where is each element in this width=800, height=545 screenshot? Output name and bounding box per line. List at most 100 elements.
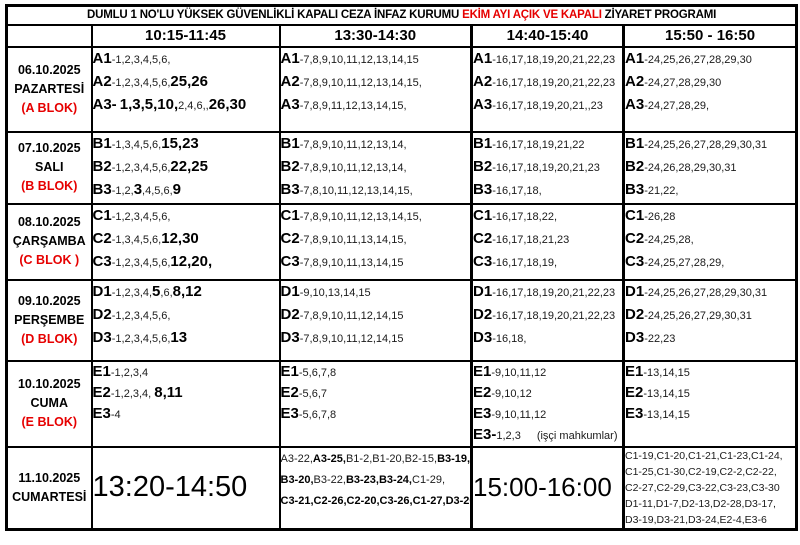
visit-days: -7,8,10,11,12,13,14,15, [299, 184, 413, 197]
visit-days: -16,17,18,19,21,22 [492, 138, 585, 151]
ward-prefix: B2 [625, 157, 645, 175]
block-label: (D BLOK) [21, 331, 78, 346]
ward-prefix: E2 [625, 383, 644, 401]
visit-days: -16,17,18,19,20,21,23 [492, 161, 600, 174]
schedule-cell: C1-26,28 C2-24,25,28, C3-24,25,27,28,29, [621, 202, 798, 281]
visit-days: -1,2,3,4,5,6, [111, 332, 171, 345]
schedule-cell: D1-24,25,26,27,28,29,30,31 D2-24,25,26,27… [621, 278, 798, 362]
visit-schedule-table: DUMLU 1 NO'LU YÜKSEK GÜVENLİKLİ KAPALI C… [5, 4, 799, 531]
schedule-line: E2-5,6,7 [282, 383, 470, 404]
block-label: (A BLOK) [21, 100, 78, 115]
ward-prefix: A3 [280, 95, 300, 113]
time-header-row: 10:15-11:45 13:30-14:30 14:40-15:40 15:5… [5, 23, 798, 48]
schedule-line: D1-11,D1-7,D2-13,D2-28,D3-17, [625, 497, 776, 510]
ward-prefix: E3 [625, 404, 644, 422]
schedule-line: D1-1,2,3,4,5,6,8,12 [92, 282, 278, 304]
schedule-line: C2-7,8,9,10,11,13,14,15, [282, 228, 470, 251]
schedule-cell: E1-5,6,7,8 E2-5,6,7 E3-5,6,7,8 [278, 359, 473, 448]
visit-days: -7,8,9,10,11,12,14,15 [299, 332, 404, 345]
ward-prefix: D3 [625, 328, 645, 346]
ward-prefix: E1 [473, 362, 492, 380]
schedule-line: D3-7,8,9,10,11,12,14,15 [280, 327, 470, 350]
visit-days-bold: 12,20, [170, 252, 213, 270]
ward-visit-ref: A3-22, [280, 452, 313, 465]
visit-days: -24,25,26,27,28,29,30 [644, 53, 752, 66]
schedule-cell: B1-1,3,4,5,6,15,23 B2-1,2,3,4,5,6,22,25 B3… [90, 130, 281, 205]
schedule-line: E3-9,10,11,12 [475, 404, 622, 425]
visit-days-bold: 25,26 [170, 72, 208, 90]
ward-prefix: A3 [473, 95, 493, 113]
visit-days-bold: 13 [170, 328, 188, 346]
ward-prefix: E1 [280, 362, 299, 380]
schedule-line: C2-1,3,4,5,6,12,30 [94, 228, 278, 251]
schedule-line: D3-19,D3-21,D3-24,E2-4,E3-6 [625, 513, 767, 526]
schedule-line: B3-20,B3-22,B3-23,B3-24,C1-29, [280, 469, 470, 490]
ward-prefix: A2 [92, 72, 112, 90]
day-text: ÇARŞAMBA [12, 234, 86, 248]
ward-prefix: E2 [92, 383, 111, 401]
visit-days: -24,27,28,29, [644, 99, 710, 112]
visit-days: -9,10,11,12 [491, 408, 547, 421]
visit-days: -26,28 [644, 210, 676, 223]
schedule-line: A2-1,2,3,4,5,6,25,26 [92, 71, 278, 94]
visit-days: -7,8,9,10,11,12,13,14,15, [299, 76, 422, 89]
title-text-suffix: ZİYARET PROGRAMI [601, 9, 717, 22]
schedule-line: B2-16,17,18,19,20,21,23 [475, 156, 622, 179]
ward-prefix: A1 [92, 49, 112, 67]
schedule-line: C3-21,C2-26,C2-20,C3-26,C1-27,D3-20 [280, 490, 472, 511]
schedule-line: A1-16,17,18,19,20,21,22,23 [473, 49, 622, 71]
page-title: DUMLU 1 NO'LU YÜKSEK GÜVENLİKLİ KAPALI C… [5, 4, 798, 26]
ward-visit-ref-bold: B3-23,B3-24, [345, 473, 412, 486]
schedule-line: B3-7,8,10,11,12,13,14,15, [282, 179, 470, 202]
schedule-line: C1-26,28 [627, 206, 795, 228]
ward-prefix: D1 [473, 282, 493, 300]
visit-days: -5,6,7,8 [298, 408, 337, 421]
schedule-line: D1-9,10,13,14,15 [282, 282, 470, 304]
visit-days: -9,10,11,12 [491, 366, 547, 379]
schedule-line: D3-16,18, [475, 327, 622, 350]
schedule-line: A3-22,A3-25,B1-2,B1-20,B2-15,B3-19, [280, 449, 470, 469]
schedule-line: C2-27,C2-29,C3-22,C3-23,C3-30 [625, 481, 780, 494]
saturday-list-2: C1-19,C1-20,C1-21,C1-23,C1-24, C1-25,C1-3… [621, 445, 798, 531]
schedule-line: A1-1,2,3,4,5,6, [92, 49, 278, 71]
visit-days: -22,23 [644, 332, 676, 345]
date-cell: 11.10.2025 CUMARTESİ [5, 445, 93, 531]
schedule-line: B1-16,17,18,19,21,22 [475, 134, 622, 156]
schedule-row: 08.10.2025 ÇARŞAMBA (C BLOK ) C1-1,2,3,4,5,… [5, 202, 798, 281]
ward-visit-ref-bold: C3-21,C2-26,C2-20,C3-26,C1-27,D3-20 [280, 494, 472, 507]
schedule-line: D3-22,23 [625, 327, 795, 350]
visit-days: -1,2,3,4,5,6, [111, 210, 171, 223]
time-column-header-1: 10:15-11:45 [90, 23, 281, 48]
schedule-line: C3-1,2,3,4,5,6,12,20, [92, 251, 278, 274]
ward-prefix: C3 [92, 252, 112, 270]
ward-prefix: B1 [625, 134, 645, 152]
visit-days: -13,14,15 [643, 366, 690, 379]
ward-prefix: D1 [92, 282, 112, 300]
visit-days: -4 [110, 408, 121, 421]
schedule-line: D2-1,2,3,4,5,6, [94, 304, 278, 327]
saturday-row: 11.10.2025 CUMARTESİ 13:20-14:50 A3-22,A3-2… [5, 445, 798, 531]
ward-prefix: A2 [625, 72, 645, 90]
ward-prefix: A1 [473, 49, 493, 67]
ward-prefix: D3 [280, 328, 300, 346]
schedule-row: 06.10.2025 PAZARTESİ (A BLOK) A1-1,2,3,4,5,… [5, 45, 798, 133]
visit-days: 1,2,3 [496, 429, 521, 442]
visit-days: -21,22, [644, 184, 679, 197]
visit-days: -1,2,3,4,5,6, [111, 76, 171, 89]
schedule-line: B2-1,2,3,4,5,6,22,25 [94, 156, 278, 179]
saturday-list-1: A3-22,A3-25,B1-2,B1-20,B2-15,B3-19, B3-20… [278, 445, 473, 531]
ward-visit-ref-bold: B3-20, [280, 473, 314, 486]
visit-days: ,4,5,6, [142, 184, 173, 197]
ward-prefix: E3 [92, 404, 111, 422]
schedule-cell: D1-9,10,13,14,15 D2-7,8,9,10,11,12,14,15 D… [278, 278, 473, 362]
ward-prefix: B1 [92, 134, 112, 152]
ward-prefix: D3 [92, 328, 112, 346]
schedule-line: E3-1,2,3 (işçi mahkumlar) [475, 425, 622, 445]
visit-days: -1,2,3,4,5,6, [111, 309, 171, 322]
schedule-cell: C1-16,17,18,22, C2-16,17,18,21,23 C3-16,17… [470, 202, 625, 281]
schedule-line: E1-1,2,3,4 [94, 363, 278, 383]
ward-prefix: A1 [280, 49, 300, 67]
ward-prefix: B3 [625, 180, 645, 198]
visit-days: -1,2,3,4,5,6, [111, 161, 171, 174]
ward-prefix: B3 [92, 180, 112, 198]
